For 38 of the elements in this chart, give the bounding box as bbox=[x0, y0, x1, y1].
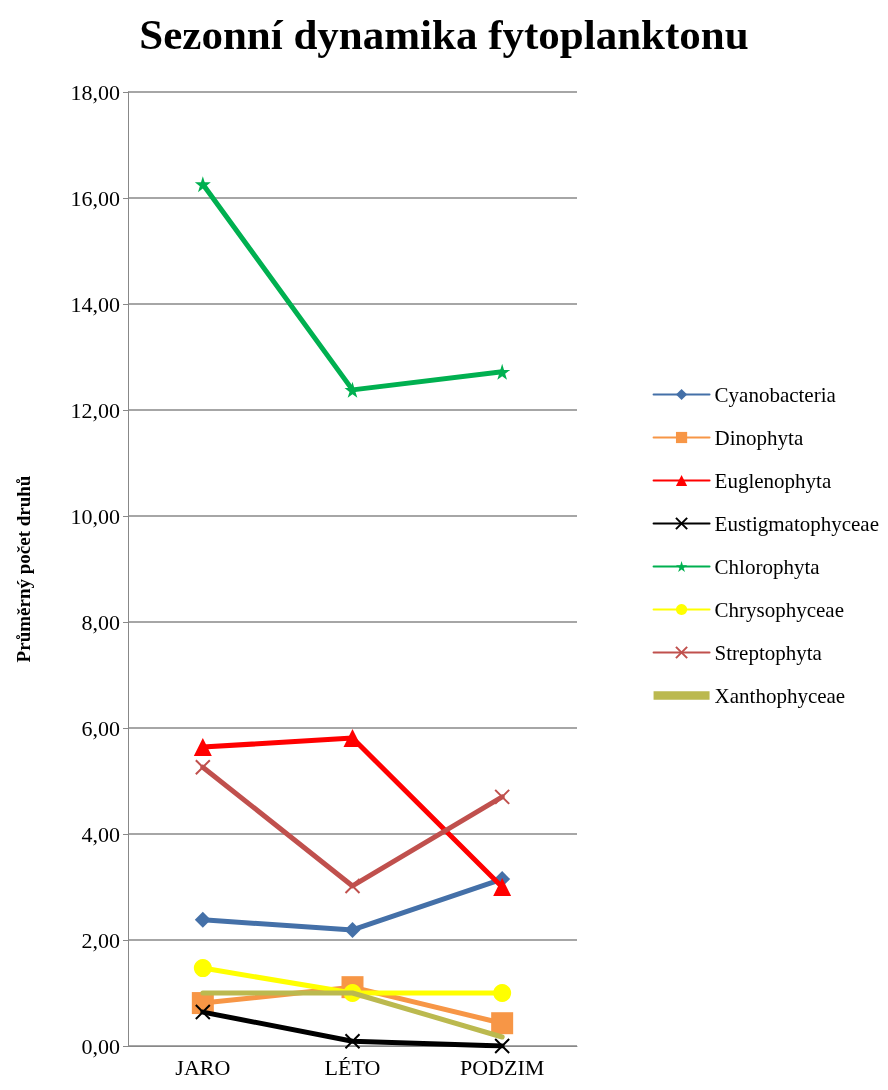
point bbox=[494, 363, 511, 380]
y-axis-title: Průměrný počet druhů bbox=[13, 475, 34, 663]
point bbox=[194, 1004, 211, 1021]
x-tick-label: JARO bbox=[175, 1054, 231, 1080]
y-tick-label: 12,00 bbox=[70, 397, 120, 423]
point bbox=[493, 878, 512, 896]
y-tick-label: 6,00 bbox=[81, 715, 120, 741]
legend-label: Xanthophyceae bbox=[714, 683, 846, 708]
y-tick-label: 2,00 bbox=[81, 927, 120, 953]
point bbox=[194, 176, 211, 193]
legend-label: Chrysophyceae bbox=[714, 597, 845, 622]
y-tick-label: 14,00 bbox=[70, 291, 120, 317]
point bbox=[491, 1012, 514, 1035]
point bbox=[494, 788, 511, 805]
y-tick-label: 0,00 bbox=[81, 1033, 120, 1059]
legend-label: Eustigmatophyceae bbox=[714, 511, 880, 536]
y-tick-label: 16,00 bbox=[70, 185, 120, 211]
legend-label: Euglenophyta bbox=[714, 468, 832, 493]
y-tick-label: 4,00 bbox=[81, 821, 120, 847]
point bbox=[193, 959, 212, 978]
y-tick-label: 18,00 bbox=[70, 79, 120, 105]
point bbox=[194, 911, 211, 928]
point bbox=[344, 1033, 361, 1050]
legend-label: Chlorophyta bbox=[714, 554, 821, 579]
x-tick-label: LÉTO bbox=[324, 1054, 381, 1080]
x-tick-label: PODZIM bbox=[459, 1054, 545, 1080]
chart-title: Sezonní dynamika fytoplanktonu bbox=[139, 11, 749, 58]
point bbox=[493, 984, 512, 1002]
point bbox=[344, 877, 361, 894]
point bbox=[344, 921, 361, 938]
point bbox=[494, 1038, 511, 1054]
legend-label: Cyanobacteria bbox=[714, 382, 837, 407]
y-tick-label: 10,00 bbox=[70, 503, 120, 529]
legend-label: Dinophyta bbox=[714, 425, 804, 450]
point bbox=[193, 738, 212, 757]
legend-label: Streptophyta bbox=[714, 640, 823, 665]
point bbox=[194, 759, 211, 776]
y-tick-label: 8,00 bbox=[81, 609, 120, 635]
